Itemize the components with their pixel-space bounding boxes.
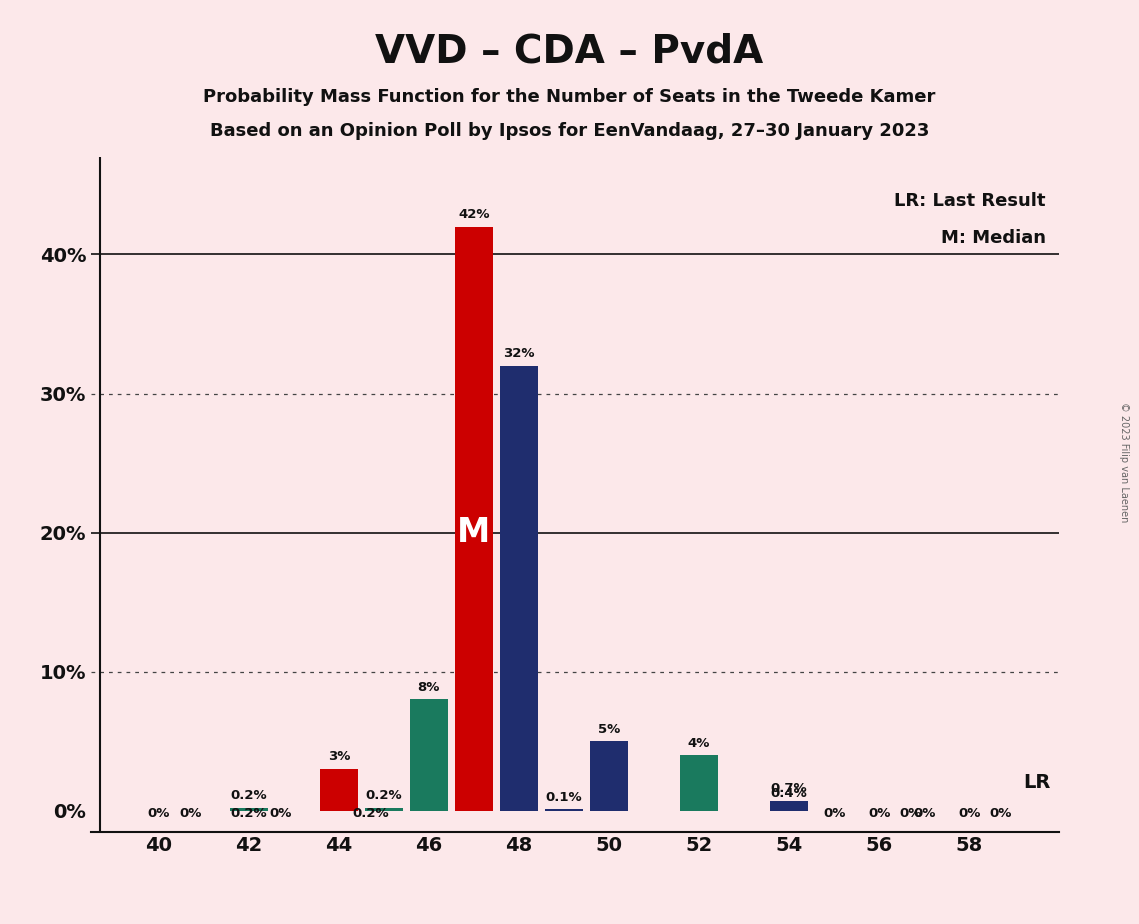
Bar <box>770 805 809 810</box>
Text: 0.2%: 0.2% <box>230 808 267 821</box>
Text: 0.1%: 0.1% <box>546 791 582 804</box>
Text: 0.4%: 0.4% <box>771 786 808 799</box>
Text: 0.2%: 0.2% <box>366 789 402 802</box>
Text: 3%: 3% <box>328 750 350 763</box>
Text: © 2023 Filip van Laenen: © 2023 Filip van Laenen <box>1120 402 1129 522</box>
Text: Probability Mass Function for the Number of Seats in the Tweede Kamer: Probability Mass Function for the Number… <box>204 88 935 105</box>
Text: 0%: 0% <box>147 808 170 821</box>
Text: M: Median: M: Median <box>941 229 1046 248</box>
Text: 5%: 5% <box>598 723 620 736</box>
Text: 0%: 0% <box>900 808 921 821</box>
Text: 0%: 0% <box>269 808 292 821</box>
Text: 0.2%: 0.2% <box>352 808 388 821</box>
Text: 8%: 8% <box>418 681 440 694</box>
Text: LR: LR <box>1023 773 1050 793</box>
Text: VVD – CDA – PvdA: VVD – CDA – PvdA <box>376 32 763 70</box>
Bar <box>364 808 403 810</box>
Text: 0.7%: 0.7% <box>771 783 808 796</box>
Text: 0%: 0% <box>913 808 935 821</box>
Text: 0%: 0% <box>823 808 845 821</box>
Text: 32%: 32% <box>503 347 534 360</box>
Text: 0%: 0% <box>958 808 981 821</box>
Text: 0.2%: 0.2% <box>230 789 267 802</box>
Bar <box>320 769 358 810</box>
Bar <box>590 741 628 810</box>
Text: Based on an Opinion Poll by Ipsos for EenVandaag, 27–30 January 2023: Based on an Opinion Poll by Ipsos for Ee… <box>210 122 929 140</box>
Bar <box>500 366 538 810</box>
Bar <box>680 755 719 810</box>
Text: M: M <box>457 517 491 549</box>
Text: LR: Last Result: LR: Last Result <box>894 192 1046 210</box>
Bar <box>770 801 809 810</box>
Text: 0%: 0% <box>868 808 891 821</box>
Bar <box>230 808 268 810</box>
Bar <box>454 226 493 810</box>
Text: 4%: 4% <box>688 736 711 749</box>
Text: 0%: 0% <box>990 808 1011 821</box>
Bar <box>544 809 583 810</box>
Text: 0%: 0% <box>179 808 202 821</box>
Text: 42%: 42% <box>458 208 490 221</box>
Bar <box>410 699 448 810</box>
